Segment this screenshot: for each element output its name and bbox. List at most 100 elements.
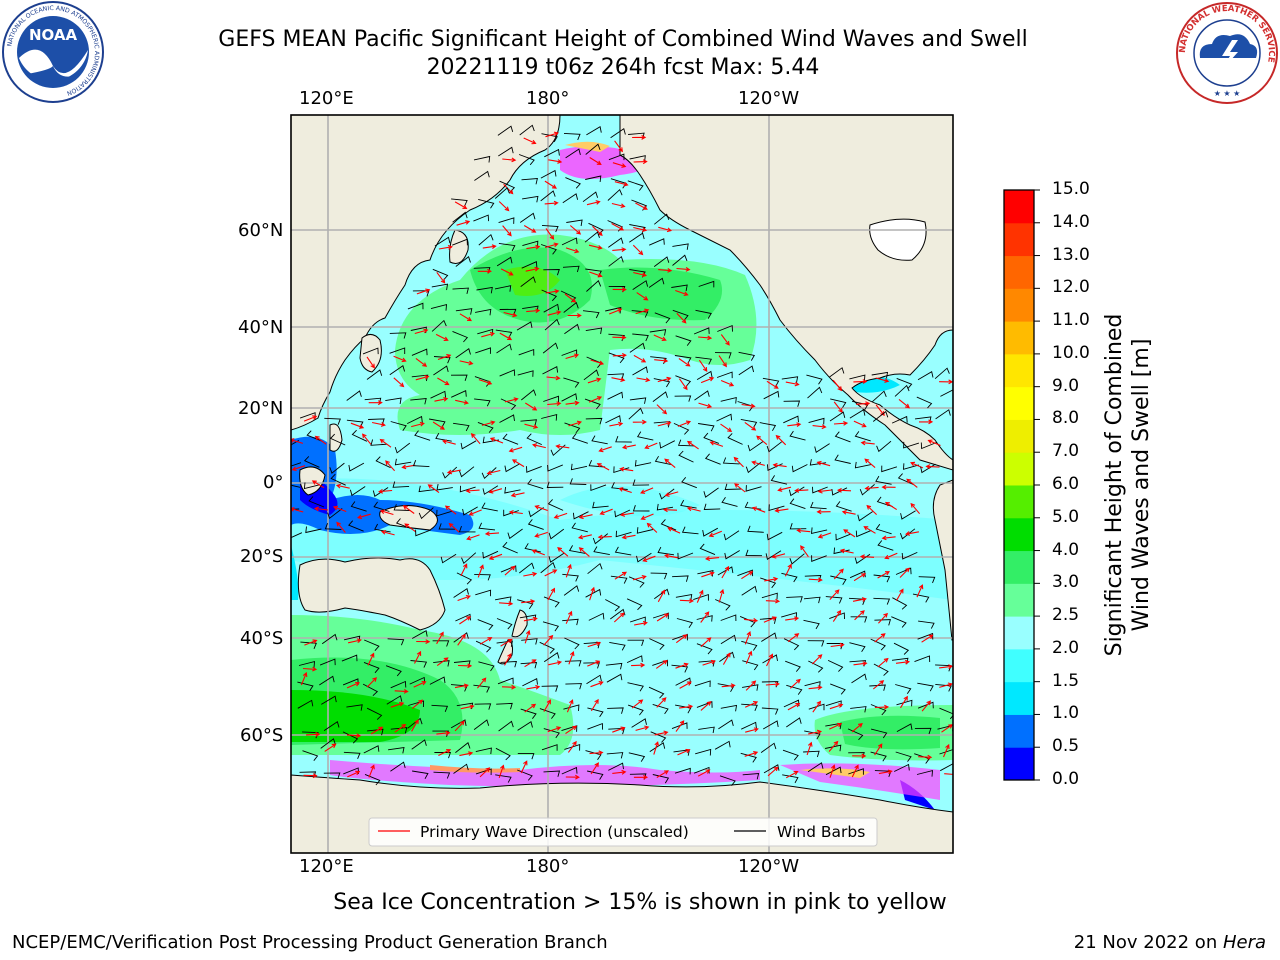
wave-direction-arrow <box>664 458 676 469</box>
wind-barb <box>695 309 712 319</box>
wind-barb <box>807 386 823 399</box>
wind-barb <box>366 707 383 720</box>
wave-direction-arrow <box>523 571 538 577</box>
svg-text:★ ★ ★: ★ ★ ★ <box>1214 89 1241 98</box>
wind-barb <box>349 486 366 497</box>
wave-direction-arrow <box>356 513 371 520</box>
wind-barb <box>939 707 953 720</box>
wave-direction-arrow <box>448 522 460 533</box>
wind-barb <box>385 665 402 677</box>
wave-direction-arrow <box>816 460 831 467</box>
wind-barb <box>722 457 740 465</box>
wind-barb <box>541 685 559 692</box>
wave-direction-arrow <box>875 404 885 416</box>
wind-barb <box>329 462 345 474</box>
wave-direction-arrow <box>499 601 514 606</box>
wave-direction-arrow <box>919 419 934 425</box>
wind-barb <box>516 321 533 331</box>
wind-barb <box>783 400 801 407</box>
wind-barb <box>566 219 583 227</box>
wind-barb <box>366 369 383 380</box>
wave-direction-arrow <box>544 242 559 249</box>
colorbar-tick-label: 5.0 <box>1052 506 1080 527</box>
wave-direction-arrow <box>482 244 497 250</box>
wave-direction-arrow <box>393 377 405 388</box>
wave-direction-arrow <box>524 423 539 429</box>
wave-direction-arrow <box>502 157 517 163</box>
wind-barb <box>541 133 558 143</box>
wave-direction-arrow <box>446 469 461 475</box>
wind-barb <box>498 242 516 252</box>
wind-barb <box>649 638 665 651</box>
wind-barb <box>418 507 434 520</box>
wind-barb <box>654 588 670 600</box>
lon-label-top-120w: 120°W <box>738 88 800 109</box>
wave-direction-arrow <box>702 659 716 666</box>
wind-barb <box>593 546 610 556</box>
wind-barb <box>738 351 756 361</box>
wind-barb <box>606 673 623 683</box>
wind-barb <box>876 440 892 453</box>
wind-barb <box>608 762 624 771</box>
wave-direction-arrow <box>478 379 493 385</box>
wind-barb <box>825 744 842 752</box>
wind-barb <box>368 418 385 425</box>
wind-barb <box>390 680 407 689</box>
colorbar-swatch <box>1004 583 1034 617</box>
lon-label-bottom-180: 180° <box>526 856 570 877</box>
wind-barb <box>455 347 471 359</box>
wind-barb <box>565 148 581 159</box>
wave-direction-arrow <box>477 564 484 578</box>
wave-direction-arrow <box>520 760 528 774</box>
wind-barb <box>607 391 624 400</box>
lon-label-bottom-120e: 120°E <box>299 856 354 877</box>
wind-barb <box>716 371 733 379</box>
wind-barb <box>350 501 367 512</box>
wind-barb <box>562 265 580 273</box>
wave-direction-arrow <box>394 689 409 694</box>
wind-barb <box>308 496 325 508</box>
wind-barb <box>719 775 736 786</box>
wind-barb <box>694 680 711 688</box>
wave-direction-arrow <box>895 588 904 601</box>
wind-barb <box>570 463 588 471</box>
wave-direction-arrow <box>721 565 730 579</box>
footer-date: 21 Nov 2022 on Hera <box>1074 932 1266 953</box>
wind-barb <box>495 747 511 761</box>
wave-direction-arrow <box>866 504 877 515</box>
wave-direction-arrow <box>654 358 669 364</box>
wind-barb <box>412 770 429 780</box>
wind-barb <box>407 415 423 425</box>
wind-barb <box>569 478 587 485</box>
wind-barb <box>473 155 491 163</box>
wind-barb <box>698 280 715 288</box>
wind-barb <box>851 673 867 684</box>
wind-barb <box>517 720 533 731</box>
wave-direction-arrow <box>877 571 890 579</box>
wind-barb <box>564 422 581 434</box>
wave-direction-arrow <box>404 523 417 533</box>
wind-barb <box>632 366 648 376</box>
wind-barb <box>894 763 910 772</box>
wave-direction-arrow <box>720 423 733 433</box>
wave-direction-arrow <box>454 683 469 689</box>
wind-barb <box>896 377 913 390</box>
wave-direction-arrow <box>504 653 512 666</box>
wind-barb <box>626 655 643 664</box>
wind-barb <box>543 651 560 663</box>
wave-direction-arrow <box>708 530 723 538</box>
wind-barb <box>389 364 406 376</box>
wind-barb <box>433 771 451 779</box>
wave-direction-arrow <box>635 202 648 210</box>
wind-barb <box>561 393 578 402</box>
wave-direction-arrow <box>884 552 898 560</box>
wind-barb <box>407 717 423 729</box>
wind-barb <box>761 632 777 642</box>
wind-barb <box>497 125 514 136</box>
wind-barb <box>436 509 453 517</box>
wind-barb <box>693 593 709 601</box>
wind-barb <box>587 562 603 575</box>
wind-barb <box>521 389 537 401</box>
wind-barb <box>785 660 801 672</box>
wind-barb <box>394 442 411 454</box>
